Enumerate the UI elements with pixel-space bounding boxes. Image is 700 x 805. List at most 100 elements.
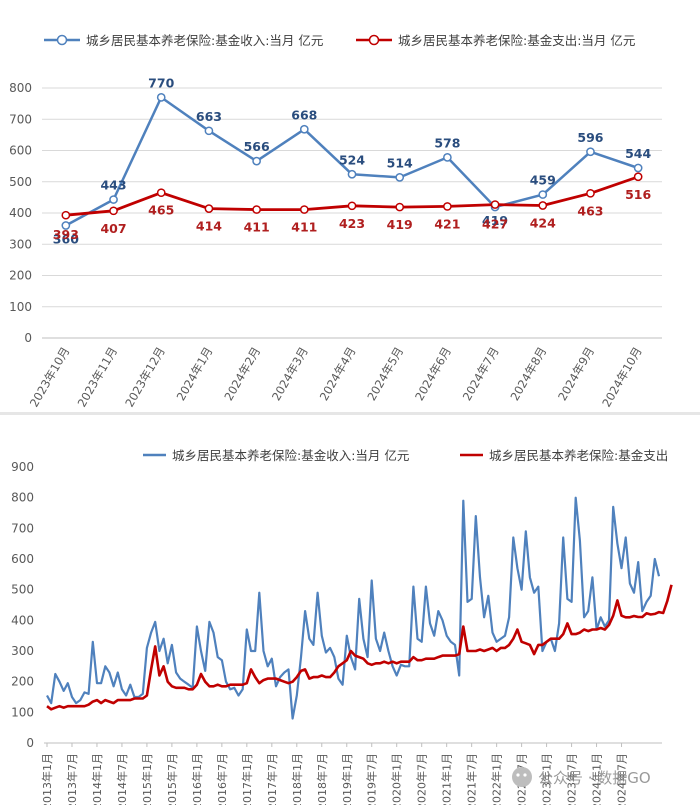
y-tick-label: 900 [11,460,34,474]
x-tick-label: 2019年7月 [365,753,379,805]
income-data-label: 459 [530,173,556,188]
x-tick-label: 2024年8月 [507,345,549,404]
watermark: 公众号 · 数据GO [512,767,651,787]
x-tick-label: 2024年5月 [364,345,406,404]
x-tick-label: 2019年1月 [340,753,354,805]
expense-data-label: 411 [244,220,270,235]
y-tick-label: 400 [9,206,32,220]
expense-data-label: 407 [100,221,126,236]
legend-item-income: 城乡居民基本养老保险:基金收入:当月 亿元 [44,33,323,48]
x-tick-label: 2023年10月 [27,345,73,410]
legend-marker-expense [368,34,380,46]
income-point [395,173,405,182]
income-point [204,126,214,136]
expense-data-label: 421 [434,216,460,231]
income-point [109,195,118,204]
x-tick-label: 2020年7月 [415,753,429,805]
x-tick-label: 2024年7月 [460,344,502,403]
x-tick-label: 2024年1月 [590,753,604,805]
expense-point [538,201,548,210]
x-tick-label: 2013年1月 [40,753,54,805]
x-tick-label: 2022年1月 [490,753,504,805]
expense-data-label: 414 [196,219,222,234]
y-tick-label: 200 [11,675,34,689]
legend-marker-income [56,34,68,46]
expense-data-label: 516 [625,187,651,202]
watermark-text: 公众号 · 数据GO [538,769,651,787]
y-tick-label: 800 [11,491,34,505]
expense-data-label: 393 [53,227,79,242]
x-tick-label: 2024年4月 [317,345,359,404]
expense-point [490,200,500,209]
y-axis: 0 100 200 300 400 500 600 700 800 [9,81,32,345]
expense-data-label: 424 [530,216,556,231]
chart-recent-months: 城乡居民基本养老保险:基金收入:当月 亿元 城乡居民基本养老保险:基金支出:当月… [9,33,662,409]
series [46,496,673,720]
x-axis: 2023年10月 2023年11月 2023年12月 2024年1月 2024年2月 20… [27,344,645,409]
expense-data-label: 463 [577,203,603,218]
expense-point [586,188,595,198]
y-tick-label: 200 [9,269,32,283]
x-tick-label: 2024年7月 [615,753,629,805]
income-data-label: 566 [244,139,270,154]
y-tick-label: 400 [11,613,34,627]
y-tick-label: 700 [9,112,32,126]
wechat-icon-eye [523,773,527,777]
income-data-label: 668 [291,107,317,122]
x-tick-label: 2023年12月 [122,345,168,410]
income-data-label: 663 [196,109,222,124]
legend-item-expense: 城乡居民基本养老保险:基金支出:当月 亿元 [356,33,635,48]
income-data-label: 770 [148,75,174,90]
data-labels: 360 443 770 663 566 668 524 514 578 419 459 596 544 3… [53,75,652,246]
income-point [538,190,548,199]
expense-line [46,584,673,711]
chart-history: 城乡居民基本养老保险:基金收入:当月 亿元 城乡居民基本养老保险:基金支出 0 1… [11,448,673,805]
y-tick-label: 100 [9,300,32,314]
x-tick-label: 2023年7月 [565,753,579,805]
y-tick-label: 500 [9,175,32,189]
income-data-label: 524 [339,152,365,167]
x-tick-label: 2024年9月 [555,345,597,404]
y-tick-label: 800 [9,81,32,95]
legend: 城乡居民基本养老保险:基金收入:当月 亿元 城乡居民基本养老保险:基金支出 [143,448,668,463]
income-data-label: 514 [387,155,413,170]
expense-point [204,204,214,213]
x-tick-label: 2021年1月 [440,753,454,805]
y-tick-label: 100 [11,705,34,719]
expense-point [61,210,71,220]
income-point [633,163,643,173]
income-point [61,221,71,230]
income-point [156,93,166,102]
y-tick-label: 600 [11,552,34,566]
income-point [586,147,595,157]
expense-point [109,206,118,216]
expense-data-label: 419 [387,217,413,232]
income-data-label: 578 [434,135,460,150]
chart-divider [0,412,700,415]
income-point [299,124,309,134]
x-tick-label: 2024年2月 [221,345,263,404]
x-tick-label: 2013年7月 [65,753,79,805]
y-tick-label: 300 [11,644,34,658]
x-tick-label: 2024年1月 [174,345,216,404]
y-axis: 0 100 200 300 400 500 600 700 800 900 [11,460,662,750]
x-tick-label: 2014年7月 [115,753,129,805]
legend-label-expense: 城乡居民基本养老保险:基金支出 [489,448,668,463]
x-tick-label: 2017年1月 [240,753,254,805]
expense-point [633,172,643,182]
x-tick-label: 2021年7月 [465,753,479,805]
income-data-label: 443 [100,178,126,193]
legend-label-income: 城乡居民基本养老保险:基金收入:当月 亿元 [86,33,323,48]
expense-point [252,205,261,214]
x-tick-label: 2016年7月 [215,753,229,805]
income-data-label: 544 [625,146,651,161]
x-tick-label: 2014年1月 [90,753,104,805]
legend-item-expense: 城乡居民基本养老保险:基金支出 [460,448,668,463]
grid [42,87,662,339]
legend: 城乡居民基本养老保险:基金收入:当月 亿元 城乡居民基本养老保险:基金支出:当月… [44,33,635,48]
expense-point [443,202,452,211]
income-point [443,153,452,162]
expense-point [299,205,309,214]
x-tick-label: 2018年7月 [315,753,329,805]
